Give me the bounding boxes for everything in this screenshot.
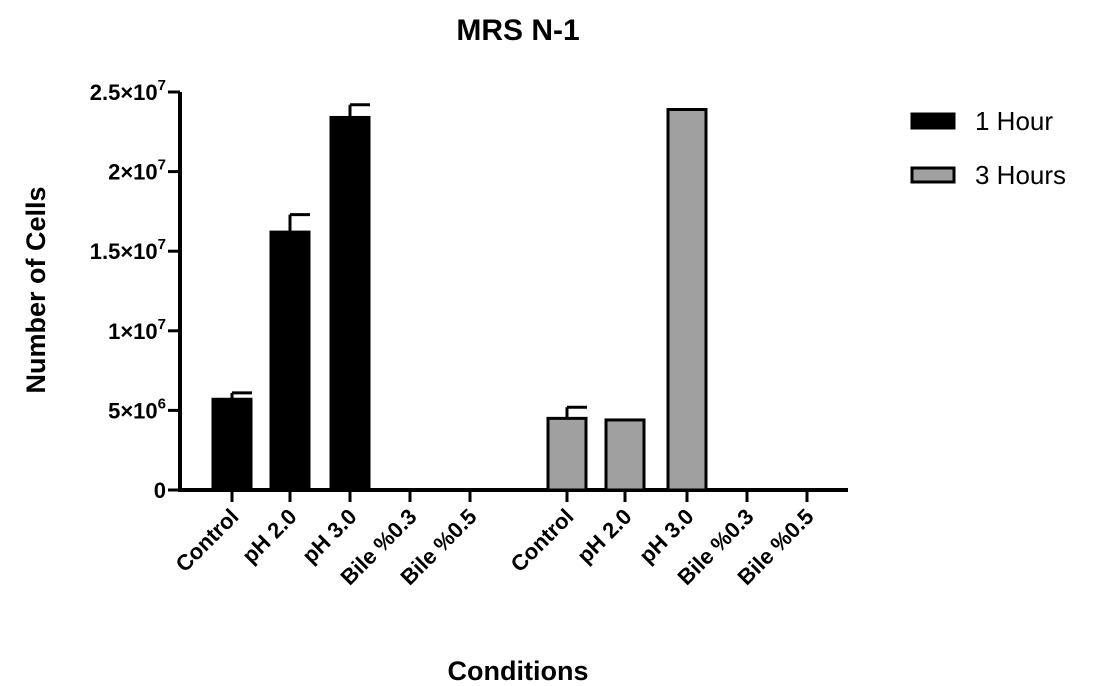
bar [604, 418, 646, 492]
chart-title: MRS N-1 [456, 14, 579, 47]
y-tick-label: 1×107 [108, 316, 166, 344]
x-tick-label: pH 2.0 [572, 504, 636, 568]
legend-label: 1 Hour [975, 106, 1053, 136]
legend-swatch [910, 112, 956, 130]
legend-swatch [910, 166, 956, 184]
y-tick-label: 2×107 [108, 157, 166, 185]
x-tick-label: Control [171, 504, 244, 577]
y-tick-label: 1.5×107 [90, 236, 166, 264]
plot-area: 05×1061×1071.5×1072×1072.5×107ControlpH … [90, 77, 848, 590]
x-axis-title: Conditions [448, 656, 589, 686]
y-tick-label: 0 [154, 478, 166, 503]
x-tick-label: pH 2.0 [237, 504, 301, 568]
bar [546, 416, 588, 492]
x-tick-label: Control [506, 504, 579, 577]
y-tick-label: 5×106 [108, 395, 166, 423]
bar [666, 108, 708, 492]
legend: 1 Hour 3 Hours [910, 106, 1066, 190]
bar [269, 230, 311, 492]
legend-label: 3 Hours [975, 160, 1066, 190]
bar [329, 115, 371, 492]
y-tick-label: 2.5×107 [90, 77, 166, 105]
y-axis-title: Number of Cells [21, 186, 51, 393]
bar [211, 397, 253, 492]
